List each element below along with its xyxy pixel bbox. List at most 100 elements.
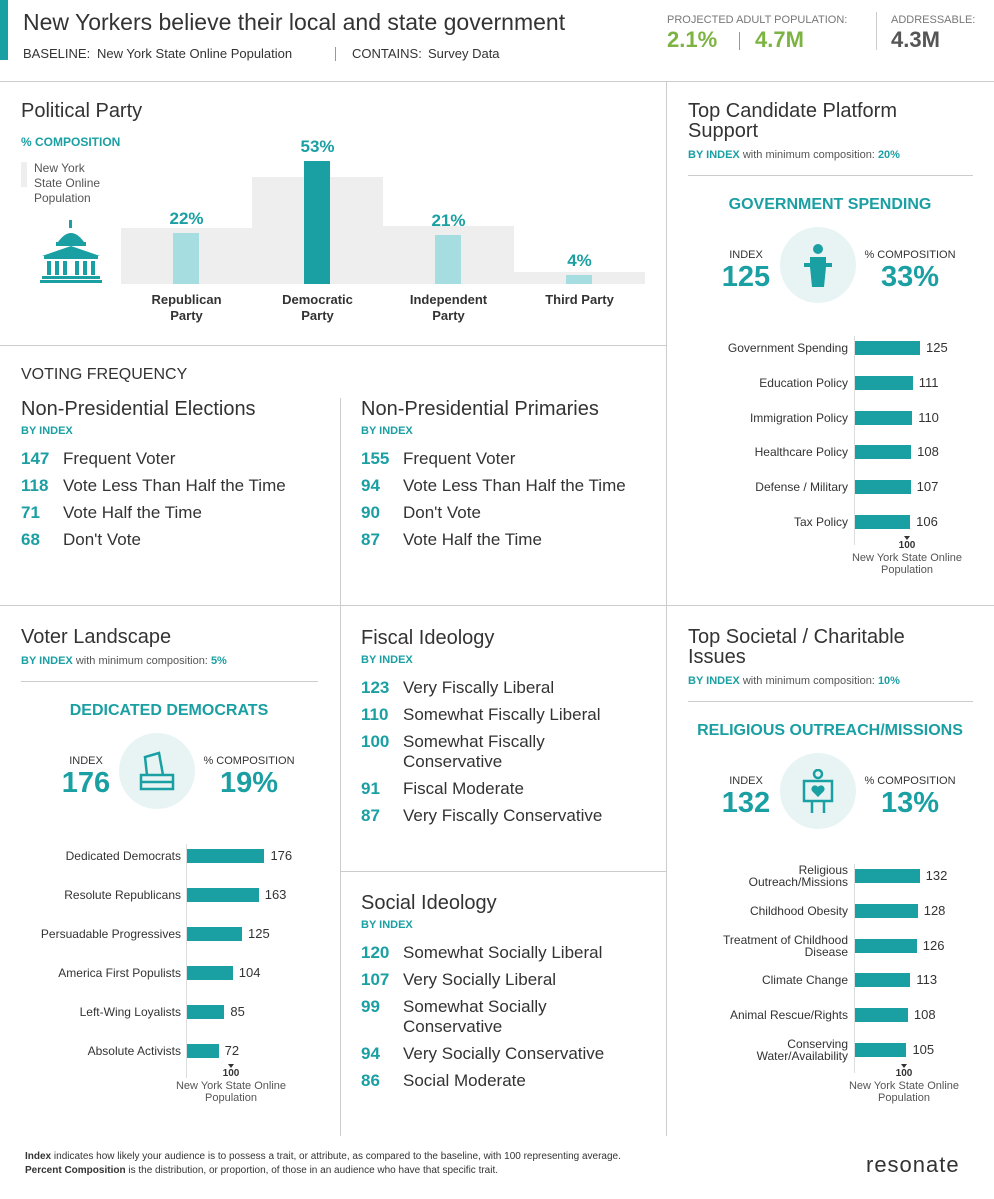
divider [0, 345, 666, 346]
list-item: 68 Don't Vote [21, 530, 331, 550]
composition-value: 33% [880, 261, 940, 293]
item-label: Vote Less Than Half the Time [63, 476, 286, 495]
baseline-tick [228, 1064, 234, 1068]
bar [855, 903, 918, 918]
list: 120 Somewhat Socially Liberal 107 Very Soci… [361, 943, 641, 1098]
list: 155 Frequent Voter 94 Vote Less Than Half t… [361, 449, 661, 557]
list-item: 71 Vote Half the Time [21, 503, 331, 523]
item-label: Don't Vote [63, 530, 141, 549]
baseline: New York State Online Population [97, 46, 293, 61]
index-label: INDEX [729, 249, 763, 261]
divider [688, 175, 973, 176]
item-label: Social Moderate [403, 1071, 526, 1090]
item-label: Vote Half the Time [403, 530, 542, 549]
bar [173, 232, 199, 284]
bar [187, 849, 265, 863]
bar-label: Absolute Activists [87, 1044, 181, 1058]
bar-value: 106 [916, 514, 938, 529]
subtitle-by: BY INDEX [688, 149, 740, 161]
item-index: 94 [361, 1044, 380, 1063]
subtitle: BY INDEX [21, 425, 73, 437]
item-label: Vote Half the Time [63, 503, 202, 522]
icon [804, 244, 832, 287]
footnote-text: is the distribution, or proportion, of t… [128, 1165, 499, 1176]
accent-bar [0, 0, 8, 60]
list-item: 94 Very Socially Conservative [361, 1044, 641, 1064]
contains: Survey Data [428, 46, 500, 61]
subtitle-note: with minimum composition: [742, 675, 875, 687]
list-item: 91 Fiscal Moderate [361, 779, 631, 799]
item-index: 110 [361, 705, 389, 724]
section-title: Non-Presidential Primaries [361, 398, 599, 420]
divider [0, 605, 994, 606]
section-title: Voter Landscape [21, 626, 172, 648]
bar [855, 973, 911, 988]
footnote-text: indicates how likely your audience is to… [53, 1151, 621, 1162]
footnote: Percent Composition is the distribution,… [25, 1165, 498, 1176]
projected-pct: 2.1% [667, 27, 718, 52]
value-label: 22% [169, 208, 204, 228]
item-label: Frequent Voter [63, 449, 176, 468]
category-label: Independent Party [409, 292, 488, 323]
projected-label: PROJECTED ADULT POPULATION: [667, 14, 848, 26]
index-label: INDEX [729, 775, 763, 787]
icon [139, 751, 175, 791]
subtitle-by: BY INDEX [688, 675, 740, 687]
item-label: Very Fiscally Liberal [403, 678, 555, 697]
subtitle: BY INDEX with minimum composition: 5% [21, 655, 227, 667]
item-index: 94 [361, 476, 380, 495]
divider [666, 81, 667, 1136]
bar [855, 375, 913, 390]
bar-label: Healthcare Policy [754, 445, 848, 460]
bar-value: 104 [238, 965, 261, 980]
bar-label: Conserving Water/Availability [756, 1037, 848, 1063]
baseline-tick-label: 100 [222, 1068, 240, 1079]
subtitle-by: BY INDEX [21, 655, 73, 667]
divider [340, 398, 341, 1136]
subtitle: BY INDEX [361, 654, 413, 666]
min-composition: 20% [877, 149, 900, 161]
bar-value: 107 [916, 479, 939, 495]
section-title: VOTING FREQUENCY [21, 366, 188, 383]
item-index: 87 [361, 530, 380, 549]
baseline-label: New York State Online Population [175, 1080, 287, 1104]
item-index: 99 [361, 997, 380, 1016]
footnote-term: Percent Composition [25, 1165, 126, 1176]
list-item: 86 Social Moderate [361, 1071, 641, 1091]
subtitle: BY INDEX with minimum composition: 10% [688, 675, 900, 687]
divider [688, 701, 973, 702]
item-index: 118 [21, 476, 49, 495]
bar-value: 126 [922, 937, 945, 953]
divider [0, 81, 994, 82]
bar-label: Immigration Policy [749, 410, 848, 425]
list-item: 90 Don't Vote [361, 503, 661, 523]
composition-label: % COMPOSITION [203, 755, 295, 767]
item-index: 147 [21, 449, 50, 468]
divider [21, 681, 318, 682]
addressable-label: ADDRESSABLE: [891, 14, 976, 26]
item-label: Frequent Voter [403, 449, 516, 468]
item-label: Don't Vote [403, 503, 481, 522]
item-index: 100 [361, 732, 390, 751]
item-label: Somewhat Fiscally Conservative [403, 732, 545, 771]
subtitle: BY INDEX [361, 425, 413, 437]
bar-label: Childhood Obesity [749, 903, 848, 918]
bar [855, 445, 912, 460]
bar-label: Left-Wing Loyalists [79, 1005, 181, 1019]
list-item: 118 Vote Less Than Half the Time [21, 476, 331, 496]
bar-label: Treatment of Childhood Disease [723, 932, 848, 959]
category-label: Third Party [545, 292, 614, 307]
subtitle-note: with minimum composition: [742, 149, 875, 161]
axis-line [186, 844, 187, 1078]
bar-value: 72 [224, 1043, 240, 1058]
bar-value: 132 [925, 868, 948, 883]
projected-count: 4.7M [755, 27, 804, 52]
bar [855, 341, 920, 355]
item-label: Very Socially Liberal [403, 970, 557, 989]
value-label: 53% [300, 137, 335, 157]
item-label: Somewhat Fiscally Liberal [403, 705, 601, 724]
value-label: 21% [431, 211, 466, 231]
list-item: 99 Somewhat Socially Conservative [361, 997, 641, 1037]
item-label: Very Socially Conservative [403, 1044, 605, 1063]
